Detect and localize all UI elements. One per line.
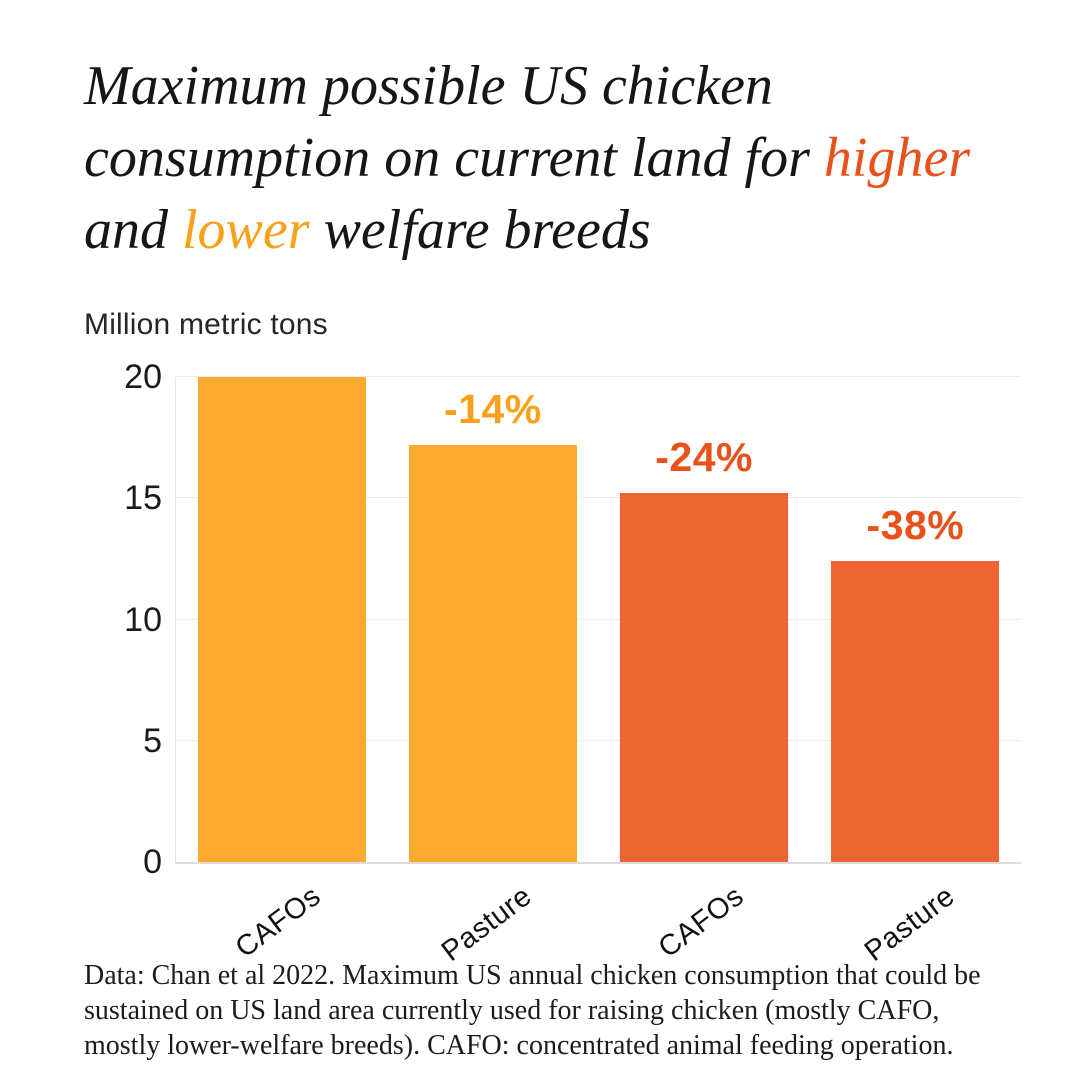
chart-title-segment: consumption on current land for [84,127,824,189]
chart-title-segment: Maximum possible US chicken [84,55,773,117]
y-axis-tick-label: 15 [124,479,162,518]
chart-title-segment: and [84,199,182,261]
chart-title-segment: welfare breeds [309,199,651,261]
y-axis-tick-label: 10 [124,600,162,639]
gridline [176,497,1021,499]
chart-title-line: consumption on current land for higher [84,122,1080,194]
caption-line: sustained on US land area currently used… [84,995,940,1026]
x-axis-tick-label: Pasture [436,880,539,968]
x-axis-tick-label: Pasture [858,880,961,968]
chart-title-line: and lower welfare breeds [84,194,1080,266]
bar-pasture-1 [408,444,577,862]
bar-cafos-2 [620,493,789,862]
bar-percent-label: -24% [655,434,753,481]
x-axis-labels: CAFOs Pasture CAFOs Pasture [175,864,1020,968]
y-axis-unit-label: Million metric tons [84,308,328,341]
bar-pasture-3 [831,561,1000,862]
bar-cafos-0 [197,377,366,862]
chart-title: Maximum possible US chicken consumption o… [84,50,1080,266]
y-axis-tick-label: 20 [124,358,162,396]
y-axis-tick-label: 5 [143,721,162,760]
x-axis-tick-label: CAFOs [652,880,750,965]
chart-title-segment: higher [823,127,971,189]
gridline [176,376,1021,377]
y-axis-tick-label: 0 [143,843,162,881]
gridline [176,739,1021,741]
chart-title-line: Maximum possible US chicken [84,50,1080,122]
chart-title-segment: lower [182,199,310,261]
bar-percent-label: -38% [866,502,965,549]
caption: Data: Chan et al 2022. Maximum US annual… [84,958,1034,1063]
x-axis-tick-label: CAFOs [229,880,327,965]
y-axis-tick-labels: 0 5 10 15 20 [60,360,162,879]
caption-line: Data: Chan et al 2022. Maximum US annual… [84,960,981,991]
bar-percent-label: -14% [444,385,542,432]
caption-line: mostly lower-welfare breeds). CAFO: conc… [84,1030,954,1061]
plot-area: -14% -24% -38% [175,376,1021,864]
gridline [176,618,1021,620]
